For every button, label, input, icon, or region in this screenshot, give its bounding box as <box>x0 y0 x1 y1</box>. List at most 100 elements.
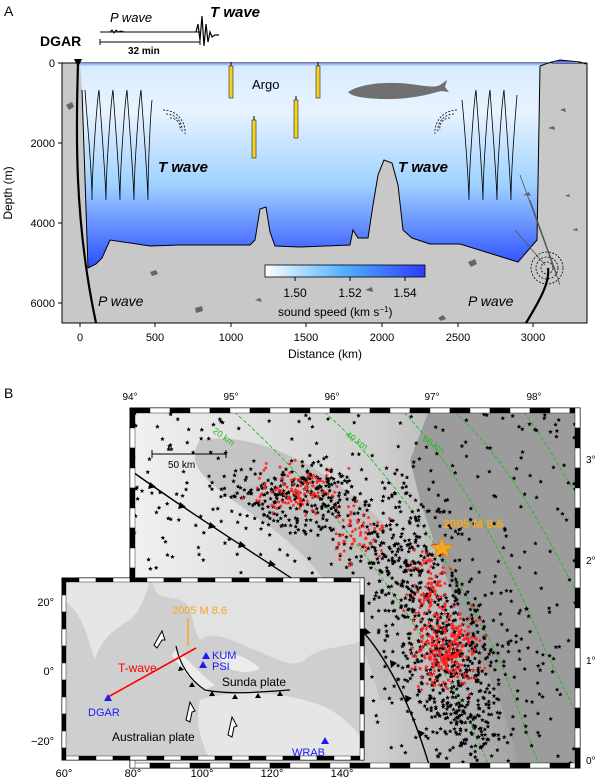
seismicity-star <box>572 421 577 427</box>
seismicity-star <box>515 688 520 693</box>
seismicity-star <box>265 477 271 483</box>
seismicity-star <box>298 501 303 506</box>
seismicity-star <box>300 481 306 486</box>
seismicity-star <box>304 481 309 486</box>
seismicity-star <box>222 486 227 491</box>
seismicity-star <box>456 680 461 685</box>
seismicity-star <box>407 631 413 636</box>
seismicity-star <box>442 654 447 659</box>
colorbar <box>264 264 426 278</box>
seismicity-star <box>139 488 145 493</box>
seismicity-star <box>443 532 448 537</box>
seismicity-star <box>255 485 260 490</box>
seismicity-star <box>249 491 254 496</box>
seismicity-star <box>431 479 436 485</box>
checker-segment <box>359 713 365 732</box>
seismicity-star <box>358 554 364 559</box>
seismicity-star <box>307 476 313 481</box>
seismicity-star <box>511 476 517 481</box>
seismicity-star <box>306 472 311 477</box>
seismicity-star <box>314 519 319 525</box>
seismicity-star <box>432 588 437 593</box>
seismicity-star <box>433 573 438 578</box>
seismicity-star <box>483 671 488 677</box>
seismicity-star <box>434 730 440 735</box>
seismicity-star <box>456 704 462 709</box>
seismicity-star <box>355 510 361 516</box>
seismicity-star <box>345 489 351 495</box>
mainshock-label: 2005 M 8.6 <box>443 517 503 531</box>
seismicity-star <box>456 629 461 634</box>
seismicity-star <box>349 542 355 547</box>
seismicity-star <box>444 641 449 646</box>
checker-segment <box>149 762 171 769</box>
seismicity-star <box>427 671 432 676</box>
time-scale-bar <box>99 39 201 45</box>
checker-segment <box>309 762 331 769</box>
seismicity-star <box>291 492 297 497</box>
seismicity-star <box>198 436 204 441</box>
seismicity-star <box>155 424 160 429</box>
seismicity-star <box>471 723 476 728</box>
station-label: KUM <box>212 650 236 662</box>
seismicity-star <box>463 741 468 746</box>
seismicity-star <box>431 625 436 630</box>
y-axis: 0 2000 4000 6000 <box>31 58 62 310</box>
seismicity-star <box>318 463 324 468</box>
seismicity-star <box>422 543 427 548</box>
seismicity-star <box>305 468 310 473</box>
seismicity-star <box>278 483 283 488</box>
seismicity-star <box>351 420 357 425</box>
seismicity-star <box>470 619 476 624</box>
seismicity-star <box>272 491 278 497</box>
seismicity-star <box>432 656 437 661</box>
seismicity-star <box>354 498 359 503</box>
checker-segment <box>129 547 136 569</box>
australian-plate-label: Australian plate <box>112 730 195 744</box>
seismicity-star <box>134 485 140 490</box>
seismicity-star <box>424 639 429 644</box>
seismicity-star <box>328 495 334 500</box>
seismicity-star <box>311 460 316 465</box>
seismicity-star <box>206 473 212 479</box>
aftershock-seismicity <box>240 458 488 697</box>
seismicity-star <box>368 522 373 527</box>
seismicity-star <box>515 696 520 701</box>
seismicity-star <box>438 726 443 731</box>
seismicity-star <box>465 589 470 594</box>
seismicity-star <box>508 638 514 643</box>
checker-segment <box>61 747 67 761</box>
seismicity-star <box>327 488 332 493</box>
seismicity-star <box>311 473 316 478</box>
seismicity-star <box>473 675 478 680</box>
seismicity-star <box>156 505 162 510</box>
seismicity-star <box>412 583 418 587</box>
seismicity-star <box>384 465 389 471</box>
seismicity-star <box>454 579 459 585</box>
seismicity-star <box>453 694 458 700</box>
seismicity-star <box>390 599 396 604</box>
seismicity-star <box>411 617 417 622</box>
seismicity-star <box>330 537 336 542</box>
seismicity-star <box>337 557 342 562</box>
seismicity-star <box>388 745 394 750</box>
seismicity-star <box>408 676 413 681</box>
seismicity-star <box>300 502 305 507</box>
seismicity-star <box>443 635 448 640</box>
seismicity-star <box>403 750 408 755</box>
seismicity-star <box>431 630 437 635</box>
seismicity-star <box>481 626 486 631</box>
seismicity-star <box>388 526 393 532</box>
seismicity-star <box>407 669 413 674</box>
seismicity-star <box>438 644 443 649</box>
seismicity-star <box>496 697 501 702</box>
seismicity-star <box>441 627 446 632</box>
seismicity-star <box>476 603 482 608</box>
seismicity-star <box>459 680 464 685</box>
seismicity-star <box>386 570 392 576</box>
seismicity-star <box>326 509 331 514</box>
seismicity-star <box>330 493 335 498</box>
seismicity-star <box>539 585 544 591</box>
seismicity-star <box>302 491 307 496</box>
seismicity-star <box>455 625 460 630</box>
